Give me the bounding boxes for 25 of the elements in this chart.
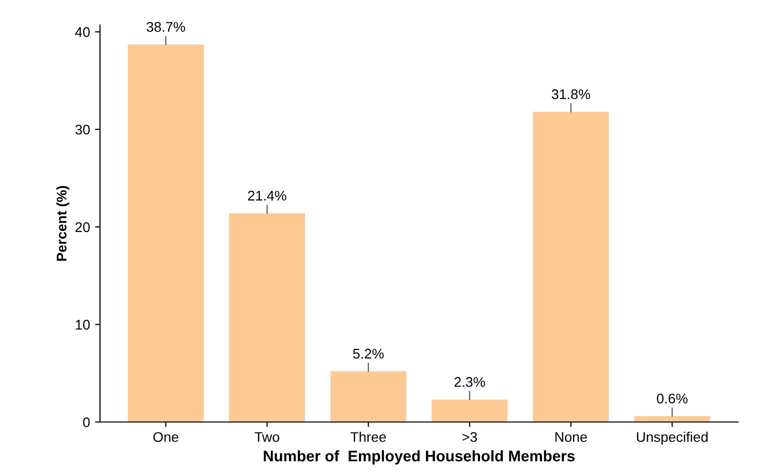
data-label: 21.4%: [248, 190, 286, 201]
data-label: 31.8%: [552, 89, 590, 100]
data-label: 5.2%: [353, 348, 384, 359]
data-label: 2.3%: [454, 377, 485, 387]
x-tick-label: None: [555, 432, 587, 442]
y-tick-label: 0: [83, 417, 90, 428]
y-tick-label: 30: [75, 124, 90, 135]
bar: [229, 213, 306, 422]
bar: [634, 416, 710, 422]
y-tick-label: 40: [75, 27, 90, 37]
y-axis-title: Percent (%): [56, 186, 70, 261]
x-tick-label: >3: [462, 432, 477, 442]
y-tick-label: 20: [76, 222, 90, 232]
data-label: 0.6%: [656, 394, 688, 404]
x-tick-label: One: [153, 432, 178, 442]
bar: [330, 371, 406, 422]
bar: [432, 400, 508, 422]
x-tick-label: Unspecified: [636, 432, 708, 445]
bar: [532, 112, 609, 422]
y-tick-label: 10: [76, 320, 90, 330]
x-tick-label: Two: [254, 432, 280, 442]
x-tick-label: Three: [350, 432, 386, 442]
bar: [128, 44, 204, 422]
data-label: 38.7%: [146, 22, 186, 32]
x-axis-title: Number of Employed Household Members: [264, 450, 575, 464]
